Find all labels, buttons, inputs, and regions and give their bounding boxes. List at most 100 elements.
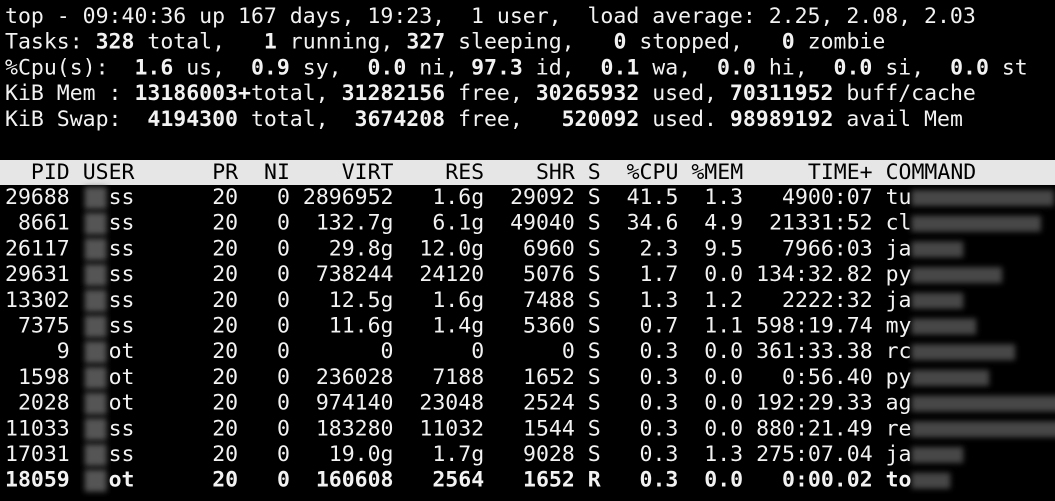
- cell: my: [886, 314, 912, 339]
- cell: ss: [109, 314, 135, 339]
- cell: 1.7: [640, 262, 679, 287]
- cell: 0.0: [704, 365, 743, 390]
- cell: 0: [277, 391, 290, 416]
- summary-segment: id,: [523, 55, 601, 80]
- cell: 160608: [316, 468, 394, 493]
- cell: 20: [212, 236, 238, 261]
- cell: 12.5g: [329, 288, 394, 313]
- summary-segment: sy,: [290, 55, 368, 80]
- cell: 7488: [523, 288, 575, 313]
- cell: 0.0: [704, 391, 743, 416]
- cell: 34.6: [627, 211, 679, 236]
- cell: 0: [277, 262, 290, 287]
- cell: rc: [886, 339, 912, 364]
- summary-segment: total,: [134, 30, 263, 55]
- cell: ss: [109, 236, 135, 261]
- redaction: [911, 292, 964, 309]
- cell: 0.0: [704, 262, 743, 287]
- cell: 1.3: [704, 442, 743, 467]
- summary-segment: st: [989, 55, 1028, 80]
- cell: 0: [277, 339, 290, 364]
- summary-segment: avail Mem: [833, 107, 962, 132]
- cell: ss: [109, 416, 135, 441]
- summary-segment: stopped,: [626, 30, 781, 55]
- column-header: %MEM: [691, 160, 743, 185]
- cell: 20: [212, 185, 238, 210]
- cell: 9: [57, 339, 70, 364]
- summary-segment: 97.3: [471, 55, 523, 80]
- summary-segment: 0.0: [367, 55, 406, 80]
- summary-segment: used,: [639, 81, 730, 106]
- cell: 18059: [5, 468, 70, 493]
- cell: S: [588, 314, 601, 339]
- table-header-bar: [0, 160, 1055, 185]
- cell: ot: [109, 468, 135, 493]
- redaction: [84, 418, 107, 441]
- cell: 49040: [510, 211, 575, 236]
- redaction: [84, 392, 107, 415]
- column-header: SHR: [536, 160, 575, 185]
- summary-segment: 520092: [562, 107, 640, 132]
- cell: 361:33.38: [756, 339, 873, 364]
- summary-segment: running,: [277, 30, 406, 55]
- cell: 2524: [523, 391, 575, 416]
- cell: 1.3: [704, 185, 743, 210]
- summary-segment: 0.0: [950, 55, 989, 80]
- cell: 29092: [510, 185, 575, 210]
- cell: 26117: [5, 236, 70, 261]
- summary-segment: ni,: [406, 55, 471, 80]
- cell: 0:00.02: [782, 468, 873, 493]
- cell: ss: [109, 288, 135, 313]
- cell: 11.6g: [329, 314, 394, 339]
- summary-segment: 1.6: [134, 55, 173, 80]
- summary-segment: 0.0: [834, 55, 873, 80]
- summary-segment: KiB Mem :: [5, 81, 134, 106]
- cell: 0: [277, 314, 290, 339]
- redaction: [911, 395, 1055, 412]
- cell: py: [886, 262, 912, 287]
- cell: S: [588, 185, 601, 210]
- summary-segment: 3674208: [355, 107, 446, 132]
- cell: ot: [109, 391, 135, 416]
- cell: 13302: [5, 288, 70, 313]
- cell: 1652: [523, 365, 575, 390]
- summary-segment: 1: [264, 30, 277, 55]
- cell: 20: [212, 365, 238, 390]
- cell: 1.1: [704, 314, 743, 339]
- summary-segment: top - 09:40:36 up 167 days, 19:23, 1 use…: [5, 4, 976, 29]
- cell: 0: [277, 416, 290, 441]
- redaction: [84, 366, 107, 389]
- cell: S: [588, 442, 601, 467]
- summary-segment: zombie: [795, 30, 886, 55]
- cell: R: [588, 468, 601, 493]
- cell: ss: [109, 185, 135, 210]
- cell: 21331:52: [769, 211, 873, 236]
- cell: 7375: [18, 314, 70, 339]
- cell: cl: [886, 211, 912, 236]
- cell: 0: [277, 185, 290, 210]
- summary-segment: 0.1: [601, 55, 640, 80]
- summary-segment: 0.0: [717, 55, 756, 80]
- cell: 20: [212, 442, 238, 467]
- summary-segment: free,: [445, 107, 562, 132]
- redaction: [911, 241, 964, 258]
- redaction: [911, 344, 1016, 361]
- cell: 29688: [5, 185, 70, 210]
- cell: ag: [886, 391, 912, 416]
- summary-segment: 98989192: [730, 107, 834, 132]
- cell: 24120: [419, 262, 484, 287]
- cell: ot: [109, 365, 135, 390]
- cell: S: [588, 288, 601, 313]
- redaction: [84, 187, 107, 209]
- summary-line: top - 09:40:36 up 167 days, 19:23, 1 use…: [5, 4, 976, 29]
- cell: 880:21.49: [756, 416, 873, 441]
- redaction: [84, 341, 107, 364]
- cell: ja: [886, 288, 912, 313]
- cell: 275:07.04: [756, 442, 873, 467]
- column-header: TIME+: [808, 160, 873, 185]
- cell: 0.0: [704, 339, 743, 364]
- redaction: [84, 289, 107, 312]
- cell: 2564: [432, 468, 484, 493]
- cell: 0.3: [640, 391, 679, 416]
